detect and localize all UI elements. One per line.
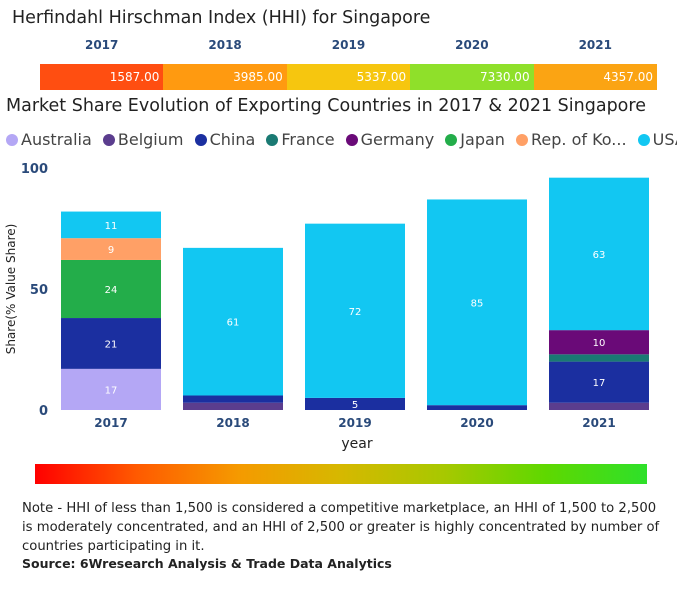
y-tick-label: 0 xyxy=(39,404,48,419)
legend-dot-icon xyxy=(345,134,358,146)
y-axis-label: Share(% Value Share) xyxy=(4,224,18,355)
market-share-chart: 0 50 100 Share(% Value Share) 17 21 24 9 11 2017 6… xyxy=(4,162,649,452)
bar-segment-usa-2017[interactable] xyxy=(61,211,161,239)
market-share-title: Market Share Evolution of Exporting Coun… xyxy=(6,96,646,116)
x-tick-label: 2018 xyxy=(216,416,249,430)
hhi-cell-2018: 3985.00 xyxy=(163,64,287,90)
data-label: 61 xyxy=(227,318,240,329)
bar-segment-china-2017[interactable] xyxy=(61,318,161,369)
data-label: 9 xyxy=(108,245,114,256)
bar-segment-rep-of-ko-2017[interactable] xyxy=(61,238,161,260)
data-label: 10 xyxy=(593,338,606,349)
legend-label: USA xyxy=(652,130,677,149)
x-tick-label: 2019 xyxy=(338,416,371,430)
data-label: 17 xyxy=(593,378,606,389)
hhi-title: Herfindahl Hirschman Index (HHI) for Sin… xyxy=(12,8,431,28)
hhi-year-label: 2017 xyxy=(84,38,119,52)
data-label: 24 xyxy=(105,285,118,296)
legend-item-usa[interactable]: USA xyxy=(637,130,677,149)
data-label: 72 xyxy=(349,307,362,318)
bar-segment-china-2020[interactable] xyxy=(427,405,527,410)
hhi-scale-gradient xyxy=(35,464,647,484)
bar-segment-belgium-2018[interactable] xyxy=(183,402,283,410)
legend-label: China xyxy=(209,130,256,149)
legend-dot-icon xyxy=(445,134,458,146)
bar-segment-australia-2017[interactable] xyxy=(61,368,161,410)
bar-segment-china-2018[interactable] xyxy=(183,395,283,403)
data-label: 11 xyxy=(105,221,118,232)
hhi-year-label: 2019 xyxy=(331,38,366,52)
legend-dot-icon xyxy=(102,134,115,146)
bar-segment-usa-2019[interactable] xyxy=(305,223,405,398)
chart-legend: Australia Belgium China France Germany J… xyxy=(6,130,677,152)
bar-segment-usa-2021[interactable] xyxy=(549,177,649,331)
legend-item-germany[interactable]: Germany xyxy=(345,130,435,149)
legend-item-china[interactable]: China xyxy=(194,130,256,149)
x-tick-label: 2017 xyxy=(94,416,127,430)
legend-item-japan[interactable]: Japan xyxy=(445,130,505,149)
data-label: 17 xyxy=(105,385,118,396)
data-label: 5 xyxy=(352,400,358,411)
bar-segment-japan-2017[interactable] xyxy=(61,259,161,319)
legend-item-korea[interactable]: Rep. of Ko... xyxy=(516,130,627,149)
legend-label: Rep. of Ko... xyxy=(531,130,627,149)
hhi-note: Note - HHI of less than 1,500 is conside… xyxy=(22,501,660,554)
legend-item-australia[interactable]: Australia xyxy=(6,130,92,149)
hhi-color-bar: 1587.00 3985.00 5337.00 7330.00 4357.00 xyxy=(40,64,657,90)
hhi-year-label: 2020 xyxy=(455,38,489,52)
legend-label: Australia xyxy=(21,130,92,149)
hhi-cell-2019: 5337.00 xyxy=(286,64,411,90)
legend-dot-icon xyxy=(194,134,207,146)
x-tick-label: 2020 xyxy=(460,416,493,430)
legend-label: Germany xyxy=(360,130,435,149)
hhi-years-row: 2017 2018 2019 2020 2021 xyxy=(40,38,657,56)
hhi-year-label: 2021 xyxy=(578,38,612,52)
legend-label: Belgium xyxy=(117,130,184,149)
data-label: 85 xyxy=(471,298,484,309)
data-label: 63 xyxy=(593,250,606,261)
legend-label: France xyxy=(281,130,335,149)
hhi-year-label: 2018 xyxy=(208,38,242,52)
bar-segment-usa-2018[interactable] xyxy=(183,247,283,396)
legend-label: Japan xyxy=(460,130,505,149)
legend-dot-icon xyxy=(6,134,18,146)
legend-dot-icon xyxy=(637,134,650,146)
bar-segment-germany-2021[interactable] xyxy=(549,330,649,355)
x-tick-label: 2021 xyxy=(582,416,615,430)
x-axis-label: year xyxy=(341,436,372,452)
hhi-cell-2020: 7330.00 xyxy=(410,64,534,90)
y-tick-label: 50 xyxy=(30,283,48,298)
legend-item-france[interactable]: France xyxy=(266,130,335,149)
hhi-cell-2017: 1587.00 xyxy=(40,64,164,90)
legend-dot-icon xyxy=(266,134,279,146)
source-text: Source: 6Wresearch Analysis & Trade Data… xyxy=(22,556,392,571)
bar-segment-france-2021[interactable] xyxy=(549,354,649,362)
hhi-cell-2021: 4357.00 xyxy=(533,64,657,90)
legend-item-belgium[interactable]: Belgium xyxy=(102,130,184,149)
legend-dot-icon xyxy=(516,134,529,146)
data-label: 21 xyxy=(105,339,118,350)
bar-segment-usa-2020[interactable] xyxy=(427,199,527,406)
y-tick-label: 100 xyxy=(21,162,48,177)
bar-segment-china-2021[interactable] xyxy=(549,361,649,403)
bar-segment-china-2019[interactable] xyxy=(305,397,405,410)
bar-segment-belgium-2021[interactable] xyxy=(549,402,649,410)
